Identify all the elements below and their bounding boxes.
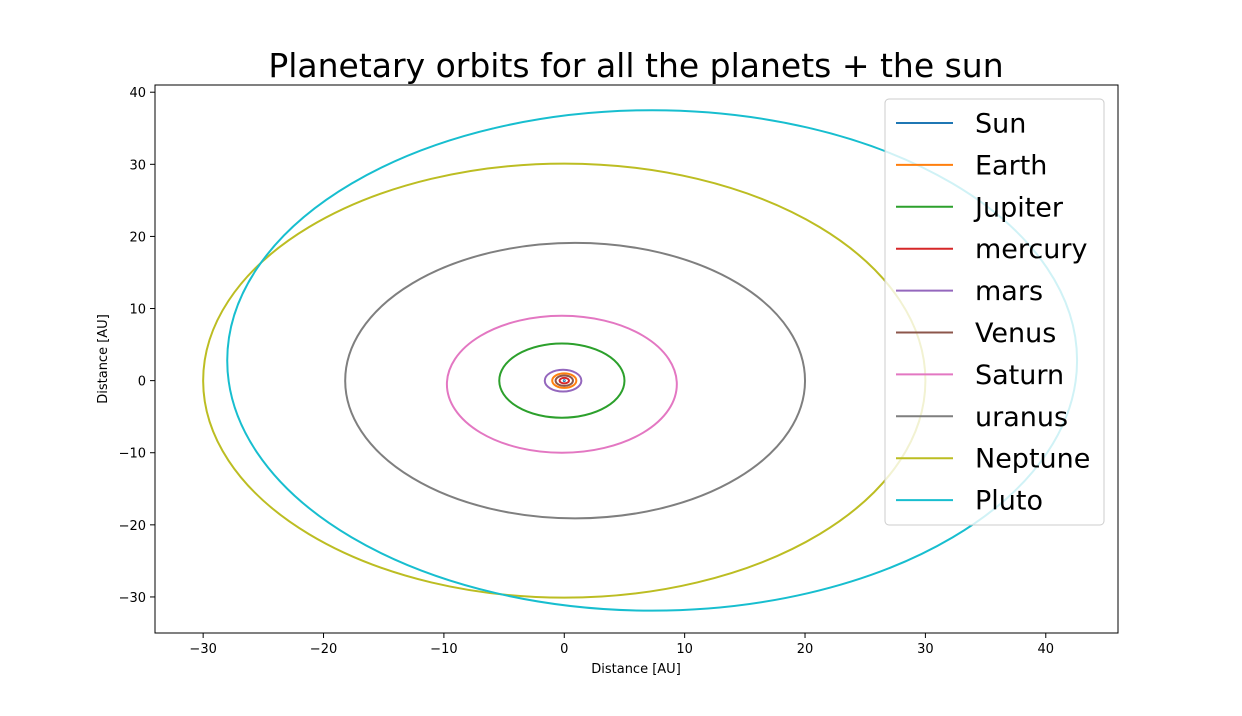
orbits-layer — [202, 109, 1079, 612]
y-tick-label: −20 — [119, 519, 146, 534]
y-tick-label: −30 — [119, 591, 146, 606]
legend-label-saturn: Saturn — [975, 360, 1064, 391]
y-tick-label: 30 — [129, 158, 146, 173]
legend-label-mars: mars — [975, 276, 1043, 307]
legend-label-venus: Venus — [975, 318, 1056, 349]
orbit-uranus — [344, 241, 807, 520]
legend-label-jupiter: Jupiter — [973, 192, 1064, 223]
y-tick-label: −10 — [119, 447, 146, 462]
legend-label-uranus: uranus — [975, 402, 1068, 433]
orbit-earth — [551, 372, 578, 389]
legend-box — [884, 98, 1105, 526]
legend: Sun Earth Jupiter mercury mars Venus Saturn ura… — [884, 98, 1105, 526]
y-axis-label: Distance [AU] — [96, 314, 111, 404]
chart-title: Planetary orbits for all the planets + t… — [268, 46, 1003, 85]
orbit-venus — [554, 374, 574, 387]
orbit-sun — [562, 379, 566, 383]
orbit-saturn — [445, 314, 678, 454]
x-tick-label: 40 — [1038, 642, 1055, 657]
x-axis-label: Distance [AU] — [591, 662, 681, 677]
legend-label-pluto: Pluto — [975, 486, 1043, 517]
y-tick-label: 20 — [129, 230, 146, 245]
legend-label-sun: Sun — [975, 109, 1026, 140]
orbit-mercury — [558, 376, 570, 385]
y-tick-label: 40 — [129, 86, 146, 101]
y-tick-label: 0 — [138, 375, 146, 390]
legend-label-mercury: mercury — [975, 234, 1087, 265]
x-tick-label: −20 — [310, 642, 337, 657]
y-tick-label: 10 — [129, 303, 146, 318]
x-axis: −30 −20 −10 0 10 20 30 40 — [189, 633, 1054, 657]
orbit-mars — [543, 368, 583, 393]
x-tick-label: −30 — [189, 642, 216, 657]
plot-area-frame — [154, 84, 1119, 634]
x-tick-label: −10 — [430, 642, 457, 657]
x-tick-label: 20 — [797, 642, 814, 657]
x-tick-label: 30 — [917, 642, 934, 657]
orbit-jupiter — [498, 342, 626, 419]
x-tick-label: 0 — [560, 642, 568, 657]
legend-label-neptune: Neptune — [975, 444, 1090, 475]
legend-label-earth: Earth — [975, 150, 1047, 181]
y-axis: −30 −20 −10 0 10 20 30 40 — [119, 86, 155, 606]
x-tick-label: 10 — [676, 642, 693, 657]
